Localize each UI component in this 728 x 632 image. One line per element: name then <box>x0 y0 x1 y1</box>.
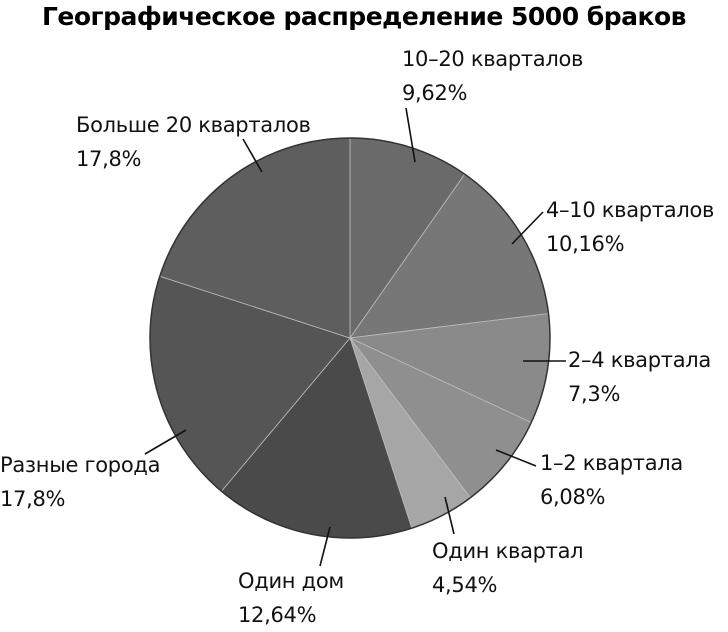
label-2-4-blocks: 2–4 квартала 7,3% <box>568 343 711 411</box>
label-4-10-blocks: 4–10 кварталов 10,16% <box>546 193 714 261</box>
label-10-20-blocks: 10–20 кварталов 9,62% <box>402 42 583 110</box>
label-name: Больше 20 кварталов <box>76 113 311 137</box>
label-pct: 9,62% <box>402 81 468 105</box>
callout-lines <box>144 107 566 567</box>
pie-slices <box>149 137 551 539</box>
label-one-block: Один квартал 4,54% <box>432 534 584 602</box>
label-pct: 17,8% <box>0 487 66 511</box>
callout-line-one-block <box>444 496 455 535</box>
pie-outline <box>149 137 551 539</box>
label-name: 2–4 квартала <box>568 348 711 372</box>
label-more-20-blocks: Больше 20 кварталов 17,8% <box>76 108 311 176</box>
label-pct: 17,8% <box>76 147 142 171</box>
callout-line-more-20 <box>242 138 263 173</box>
label-name: 4–10 кварталов <box>546 198 715 222</box>
label-pct: 7,3% <box>568 382 621 406</box>
label-name: 10–20 кварталов <box>402 47 584 71</box>
label-name: Разные города <box>0 453 161 477</box>
label-pct: 4,54% <box>432 573 498 597</box>
label-name: Один дом <box>238 569 344 593</box>
callout-line-10-20 <box>405 107 416 163</box>
label-different-cities: Разные города 17,8% <box>0 448 160 516</box>
label-1-2-blocks: 1–2 квартала 6,08% <box>540 446 683 514</box>
label-pct: 10,16% <box>546 232 625 256</box>
callout-line-4-10 <box>511 211 544 245</box>
label-name: Один квартал <box>432 539 584 563</box>
callout-line-diff-cities <box>144 429 187 455</box>
callout-line-1-2 <box>495 449 537 467</box>
label-name: 1–2 квартала <box>540 451 683 475</box>
chart-title: Географическое распределение 5000 браков <box>42 2 687 31</box>
label-one-house: Один дом 12,64% <box>238 564 344 632</box>
label-pct: 12,64% <box>238 603 317 627</box>
callout-line-one-house <box>319 526 331 567</box>
label-pct: 6,08% <box>540 485 606 509</box>
